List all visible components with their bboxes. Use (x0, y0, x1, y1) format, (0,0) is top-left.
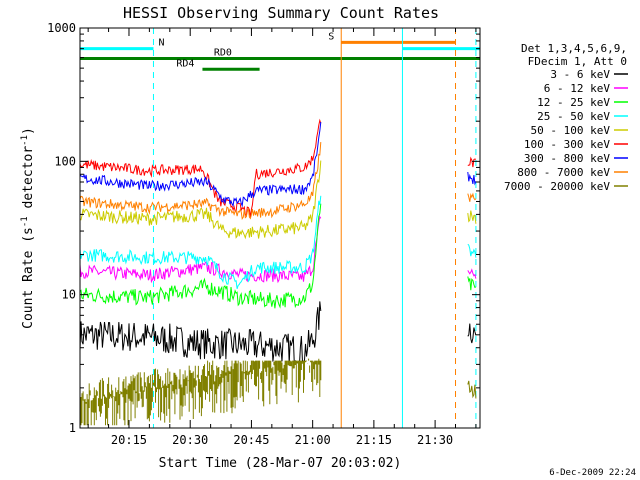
x-tick-label: 21:15 (356, 433, 392, 447)
series-trace-8 (79, 358, 322, 426)
x-axis-label: Start Time (28-Mar-07 20:03:02) (159, 456, 402, 471)
series-trace-4 (467, 210, 477, 224)
flag-label-rd4: RD4 (176, 58, 194, 69)
legend: Det 1,3,4,5,6,9,FDecim 1, Att 03 - 6 keV… (504, 42, 628, 193)
x-tick-label: 20:30 (172, 433, 208, 447)
series-trace-3 (467, 243, 477, 258)
x-axis: 20:15 20:30 20:45 21:00 21:15 21:30 (87, 28, 477, 447)
y-tick-label: 1000 (47, 21, 76, 35)
y-axis: 1 10 100 1000 (47, 21, 480, 435)
y-label-sup2: -1 (20, 135, 30, 146)
x-tick-label: 21:00 (295, 433, 331, 447)
plot-frame (79, 27, 481, 429)
series-trace-0 (79, 301, 322, 366)
y-label-main: Count Rate (s (21, 227, 36, 329)
flag-label-n: N (158, 38, 164, 49)
series-trace-1 (467, 268, 477, 279)
chart-title: HESSI Observing Summary Count Rates (123, 4, 439, 22)
legend-label: 7000 - 20000 keV (504, 180, 610, 193)
legend-label: 50 - 100 keV (531, 124, 611, 137)
series-trace-5 (467, 156, 477, 168)
series-trace-8 (467, 380, 477, 399)
legend-label: 3 - 6 keV (550, 68, 610, 81)
legend-label: 100 - 300 keV (524, 138, 610, 151)
x-tick-label: 20:15 (111, 433, 147, 447)
series-trace-4 (79, 160, 322, 240)
y-label-mid: detector (21, 146, 36, 217)
y-label-sup1: -1 (20, 216, 30, 227)
flag-label-s: S (328, 31, 334, 42)
timestamp: 6-Dec-2009 22:24 (549, 468, 636, 478)
series-trace-2 (79, 203, 322, 309)
series-trace-5 (79, 118, 322, 218)
series-trace-3 (79, 195, 322, 289)
y-axis-label: Count Rate (s-1 detector-1) (20, 127, 36, 329)
series-trace-7 (467, 192, 477, 202)
series-trace-6 (79, 122, 322, 208)
instrument-flags: N S RD0 RD4 (80, 31, 480, 71)
x-tick-label: 20:45 (233, 433, 269, 447)
legend-header: Det 1,3,4,5,6,9, (521, 42, 627, 55)
legend-label: 300 - 800 keV (524, 152, 610, 165)
legend-label: 6 - 12 keV (544, 82, 611, 95)
y-tick-label: 10 (62, 288, 76, 302)
y-label-end: ) (21, 127, 36, 135)
series-group (79, 118, 477, 426)
series-trace-0 (467, 323, 477, 344)
y-tick-label: 1 (69, 421, 76, 435)
flag-label-rd0: RD0 (214, 48, 232, 59)
series-trace-7 (79, 142, 322, 221)
series-trace-6 (467, 171, 477, 186)
y-tick-label: 100 (54, 154, 76, 168)
series-trace-2 (467, 276, 477, 291)
x-tick-label: 21:30 (417, 433, 453, 447)
legend-label: 800 - 7000 keV (517, 166, 610, 179)
series-trace-1 (79, 215, 322, 284)
legend-label: 12 - 25 keV (537, 96, 610, 109)
legend-label: 25 - 50 keV (537, 110, 610, 123)
legend-header: FDecim 1, Att 0 (528, 55, 627, 68)
